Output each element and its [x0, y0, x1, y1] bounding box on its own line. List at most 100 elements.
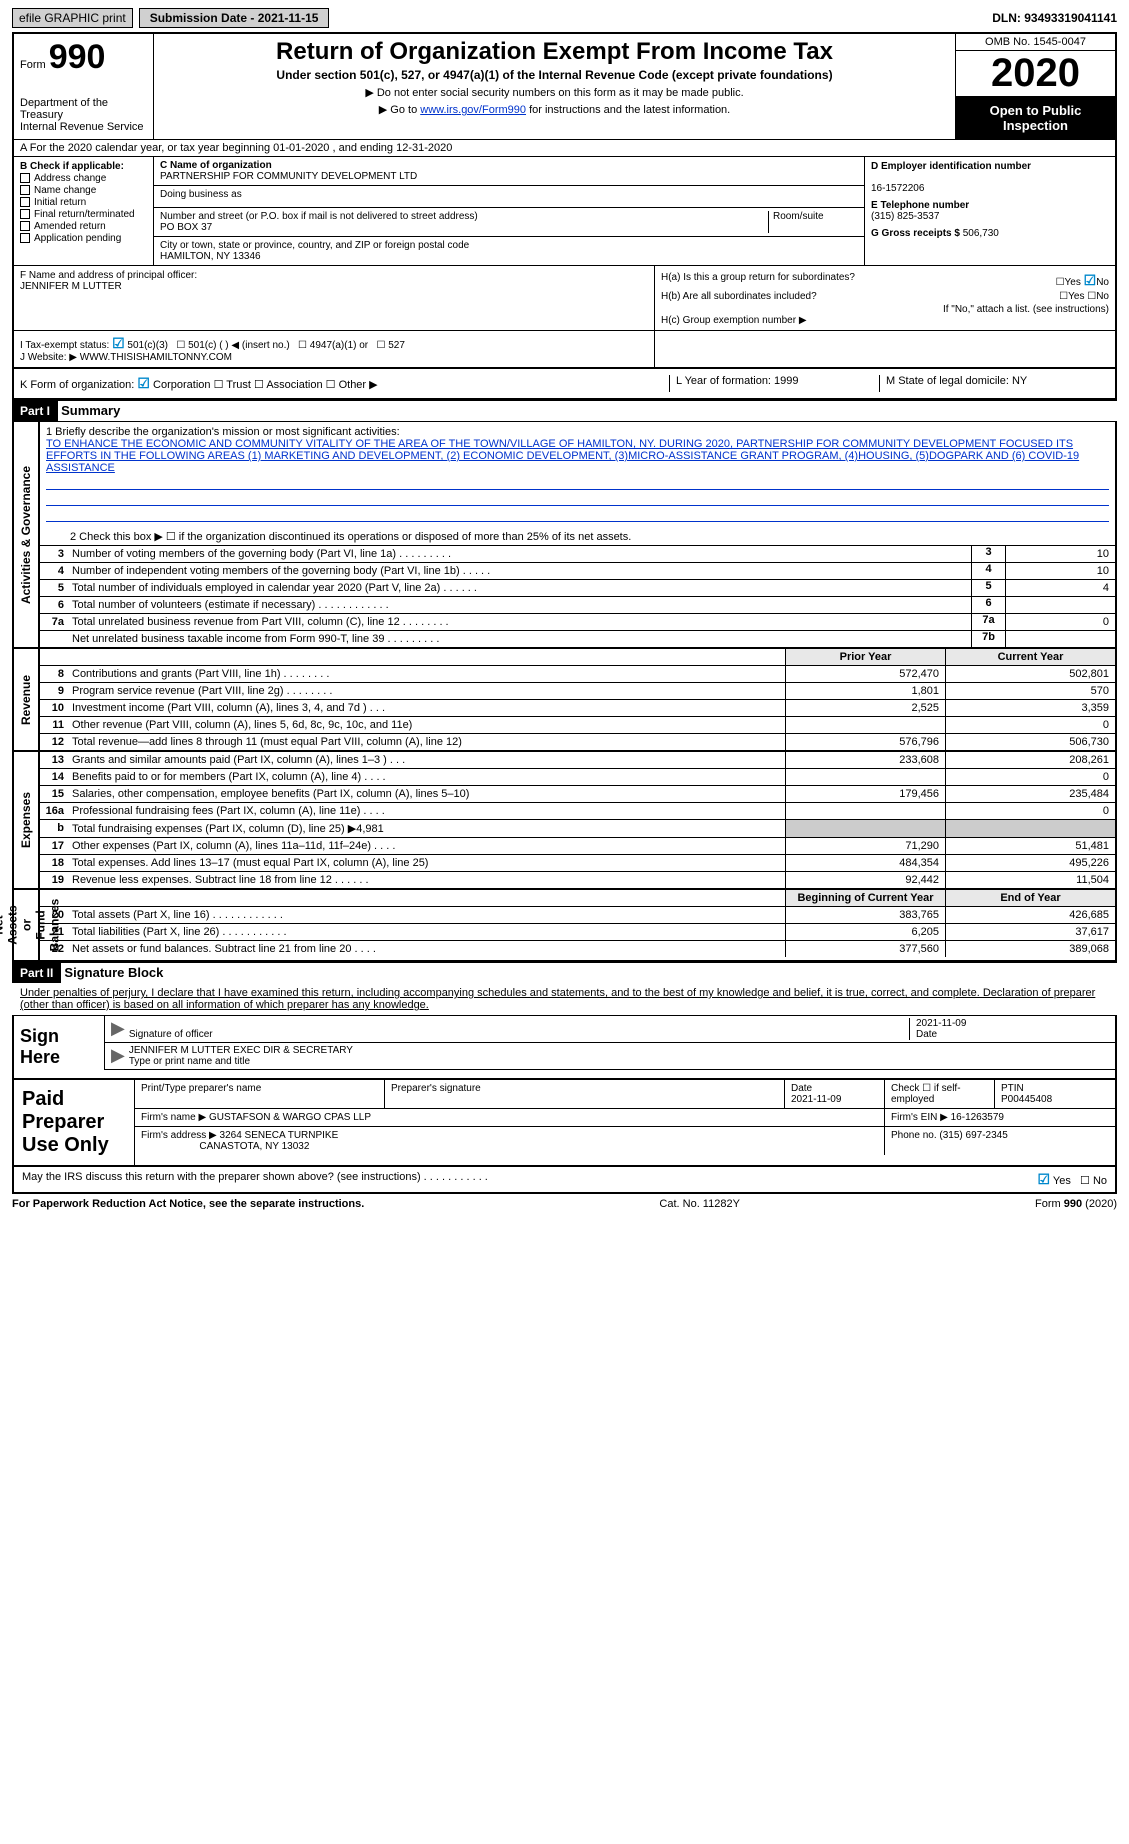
firm-addr1: 3264 SENECA TURNPIKE [220, 1130, 339, 1141]
part2-title: Signature Block [64, 965, 163, 980]
chk-pending: Application pending [20, 233, 147, 244]
f-label: F Name and address of principal officer: [20, 270, 197, 281]
sub3-pre: ▶ Go to [379, 104, 420, 116]
org-name-field: C Name of organization PARTNERSHIP FOR C… [154, 157, 864, 186]
net-header: Beginning of Current Year End of Year [40, 890, 1115, 907]
telephone: (315) 825-3537 [871, 211, 939, 222]
gross-receipts: 506,730 [963, 228, 999, 239]
addr-label: Number and street (or P.O. box if mail i… [160, 211, 478, 222]
rev-header: Prior Year Current Year [40, 649, 1115, 666]
table-row: 3Number of voting members of the governi… [40, 546, 1115, 563]
table-row: 20Total assets (Part X, line 16) . . . .… [40, 907, 1115, 924]
website: WWW.THISISHAMILTONNY.COM [80, 352, 232, 363]
sub3-post: for instructions and the latest informat… [526, 104, 730, 116]
col-b: B Check if applicable: Address change Na… [14, 157, 154, 265]
chk-initial: Initial return [20, 197, 147, 208]
table-row: 10Investment income (Part VIII, column (… [40, 700, 1115, 717]
l1-label: 1 Briefly describe the organization's mi… [46, 426, 1109, 438]
hb-row: H(b) Are all subordinates included? ☐Yes… [661, 291, 1109, 302]
table-row: 21Total liabilities (Part X, line 26) . … [40, 924, 1115, 941]
form-title: Return of Organization Exempt From Incom… [160, 38, 949, 66]
city-label: City or town, state or province, country… [160, 240, 469, 251]
4947a1: 4947(a)(1) or [310, 340, 368, 351]
k2: L Year of formation: 1999 [669, 375, 869, 392]
table-row: 13Grants and similar amounts paid (Part … [40, 752, 1115, 769]
prep-name-hdr: Print/Type preparer's name [135, 1080, 385, 1108]
table-row: 19Revenue less expenses. Subtract line 1… [40, 872, 1115, 888]
subtitle-2: ▶ Do not enter social security numbers o… [160, 86, 949, 99]
chk-final: Final return/terminated [20, 209, 147, 220]
prep-date: 2021-11-09 [791, 1094, 841, 1105]
revenue-table: Revenue Prior Year Current Year 8Contrib… [12, 649, 1117, 752]
table-row: 12Total revenue—add lines 8 through 11 (… [40, 734, 1115, 750]
col-h: H(a) Is this a group return for subordin… [655, 266, 1115, 330]
current-year-hdr: Current Year [945, 649, 1115, 665]
table-row: 15Salaries, other compensation, employee… [40, 786, 1115, 803]
col-d: D Employer identification number 16-15722… [865, 157, 1115, 265]
footer-left: For Paperwork Reduction Act Notice, see … [12, 1198, 364, 1210]
expenses-table: Expenses 13Grants and similar amounts pa… [12, 752, 1117, 890]
self-emp: Check ☐ if self-employed [885, 1080, 995, 1108]
dln-label: DLN: 93493319041141 [992, 11, 1117, 25]
footer-mid: Cat. No. 11282Y [659, 1198, 740, 1210]
dba-field: Doing business as [154, 186, 864, 208]
table-row: 22Net assets or fund balances. Subtract … [40, 941, 1115, 957]
side-governance: Activities & Governance [14, 422, 40, 647]
501c3: 501(c)(3) [127, 340, 168, 351]
discuss-no: No [1093, 1175, 1107, 1187]
mission-box: 1 Briefly describe the organization's mi… [40, 422, 1115, 528]
section-bcd: B Check if applicable: Address change Na… [12, 157, 1117, 265]
table-row: 18Total expenses. Add lines 13–17 (must … [40, 855, 1115, 872]
b-header: B Check if applicable: [20, 161, 147, 172]
side-expenses: Expenses [14, 752, 40, 888]
header-left: Form 990 Department of the Treasury Inte… [14, 34, 154, 139]
part1-label: Part I [12, 401, 58, 421]
firm-addr-label: Firm's address ▶ [141, 1130, 217, 1141]
part1-title: Summary [61, 403, 120, 418]
table-row: 6Total number of volunteers (estimate if… [40, 597, 1115, 614]
table-row: bTotal fundraising expenses (Part IX, co… [40, 820, 1115, 838]
header-right: OMB No. 1545-0047 2020 Open to Public In… [955, 34, 1115, 139]
ein: 16-1572206 [871, 183, 924, 194]
side-net: Net Assets or Fund Balances [14, 890, 40, 960]
firm-phone: (315) 697-2345 [939, 1130, 1007, 1141]
officer-name: JENNIFER M LUTTER [20, 281, 122, 292]
discuss-yes: Yes [1053, 1175, 1071, 1187]
top-bar: efile GRAPHIC print Submission Date - 20… [12, 8, 1117, 28]
tax-year: 2020 [956, 51, 1115, 97]
irs-link[interactable]: www.irs.gov/Form990 [420, 104, 526, 116]
paid-label: Paid Preparer Use Only [14, 1080, 134, 1165]
declaration: Under penalties of perjury, I declare th… [12, 983, 1117, 1015]
k3: M State of legal domicile: NY [879, 375, 1109, 392]
table-row: 9Program service revenue (Part VIII, lin… [40, 683, 1115, 700]
efile-label: efile GRAPHIC print [12, 8, 133, 28]
open-to-public: Open to Public Inspection [956, 97, 1115, 139]
tel-label: E Telephone number [871, 200, 969, 211]
footer-right: Form 990 (2020) [1035, 1198, 1117, 1210]
part2-label: Part II [12, 963, 61, 983]
table-row: 11Other revenue (Part VIII, column (A), … [40, 717, 1115, 734]
c-label: C Name of organization [160, 160, 272, 171]
page-footer: For Paperwork Reduction Act Notice, see … [12, 1194, 1117, 1214]
chk-name: Name change [20, 185, 147, 196]
section-k: K Form of organization: ☑ Corporation ☐ … [12, 369, 1117, 400]
form-header: Form 990 Department of the Treasury Inte… [12, 32, 1117, 139]
firm-addr2: CANASTOTA, NY 13032 [199, 1141, 309, 1152]
col-i: I Tax-exempt status: ☑ 501(c)(3) ☐ 501(c… [14, 331, 655, 367]
discuss-question: May the IRS discuss this return with the… [22, 1171, 488, 1188]
sig-date: 2021-11-09 [916, 1018, 966, 1029]
table-row: 5Total number of individuals employed in… [40, 580, 1115, 597]
i-label: I Tax-exempt status: [20, 340, 109, 351]
subtitle-3: ▶ Go to www.irs.gov/Form990 for instruct… [160, 103, 949, 116]
prior-year-hdr: Prior Year [785, 649, 945, 665]
table-row: 7aTotal unrelated business revenue from … [40, 614, 1115, 631]
col-c: C Name of organization PARTNERSHIP FOR C… [154, 157, 865, 265]
section-ij: I Tax-exempt status: ☑ 501(c)(3) ☐ 501(c… [12, 330, 1117, 369]
sign-here-block: Sign Here ▶ Signature of officer 2021-11… [12, 1015, 1117, 1080]
firm-ein: 16-1263579 [951, 1112, 1004, 1123]
address: PO BOX 37 [160, 222, 212, 233]
submission-date-button[interactable]: Submission Date - 2021-11-15 [139, 8, 330, 28]
side-revenue: Revenue [14, 649, 40, 750]
city: HAMILTON, NY 13346 [160, 251, 261, 262]
ein-label: D Employer identification number [871, 161, 1031, 172]
